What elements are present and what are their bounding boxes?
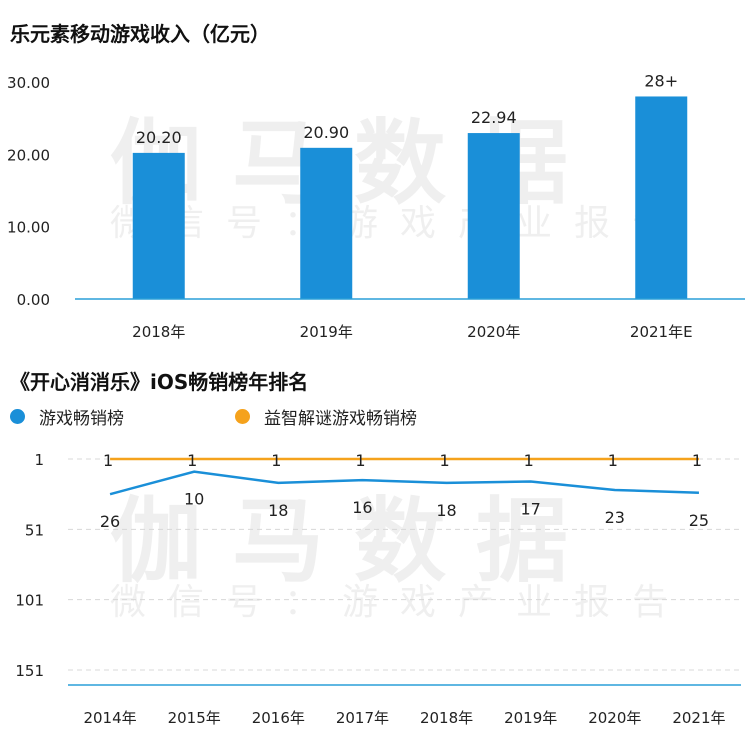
puzzle-ranking-data-label: 1 [524, 451, 534, 470]
game-ranking-data-label: 16 [352, 498, 372, 517]
legend-label: 游戏畅销榜 [39, 409, 124, 429]
y-tick-label: 30.00 [7, 74, 50, 92]
x-tick-label: 2021年 [672, 709, 725, 727]
bar-chart-title: 乐元素移动游戏收入（亿元） [10, 22, 270, 46]
bar [132, 152, 185, 299]
series-line-game-ranking [109, 470, 699, 496]
x-tick-label: 2014年 [83, 709, 136, 727]
bar [300, 147, 353, 299]
x-tick-label: 2019年 [504, 709, 557, 727]
game-ranking-data-label: 17 [521, 500, 541, 519]
watermark-subtext: 微信号：游戏产业报告 [110, 203, 690, 244]
game-ranking-data-label: 18 [268, 501, 288, 520]
puzzle-ranking-data-label: 1 [608, 451, 618, 470]
puzzle-ranking-data-label: 1 [103, 451, 113, 470]
x-tick-label: 2021年E [630, 323, 693, 341]
y-tick-label: 51 [25, 521, 44, 539]
y-tick-label: 20.00 [7, 146, 50, 164]
legend-item-puzzle-ranking: 益智解谜游戏畅销榜 [235, 404, 417, 429]
puzzle-ranking-data-label: 1 [187, 451, 197, 470]
y-tick-label: 151 [15, 662, 44, 680]
watermark-text: 伽马数据 [110, 488, 598, 595]
bar-data-label: 22.94 [471, 108, 517, 127]
game-ranking-data-label: 18 [436, 501, 456, 520]
x-tick-label: 2018年 [420, 709, 473, 727]
bar [635, 96, 688, 299]
game-ranking-data-label: 23 [605, 508, 625, 527]
bar [467, 133, 520, 299]
bar-data-label: 28+ [644, 71, 678, 90]
legend-marker-orange [235, 409, 250, 424]
bar-data-label: 20.20 [136, 128, 182, 147]
puzzle-ranking-data-label: 1 [355, 451, 365, 470]
x-tick-label: 2017年 [336, 709, 389, 727]
legend-item-game-ranking: 游戏畅销榜 [10, 404, 124, 429]
y-tick-label: 1 [34, 451, 44, 469]
y-tick-label: 101 [15, 592, 44, 610]
bar-data-label: 20.90 [303, 123, 349, 142]
game-ranking-data-label: 26 [100, 512, 120, 531]
puzzle-ranking-data-label: 1 [439, 451, 449, 470]
y-tick-label: 0.00 [17, 291, 50, 309]
legend-marker-blue [10, 409, 25, 424]
x-tick-label: 2020年 [467, 323, 520, 341]
puzzle-ranking-data-label: 1 [271, 451, 281, 470]
x-tick-label: 2018年 [132, 323, 185, 341]
puzzle-ranking-data-label: 1 [692, 451, 702, 470]
x-tick-label: 2016年 [252, 709, 305, 727]
watermark-subtext: 微信号：游戏产业报告 [110, 582, 690, 623]
x-tick-label: 2015年 [168, 709, 221, 727]
line-chart-title: 《开心消消乐》iOS畅销榜年排名 [10, 370, 309, 394]
legend-label: 益智解谜游戏畅销榜 [264, 409, 417, 429]
x-tick-label: 2019年 [300, 323, 353, 341]
x-tick-label: 2020年 [588, 709, 641, 727]
y-tick-label: 10.00 [7, 219, 50, 237]
game-ranking-data-label: 25 [689, 511, 709, 530]
game-ranking-data-label: 10 [184, 490, 204, 509]
